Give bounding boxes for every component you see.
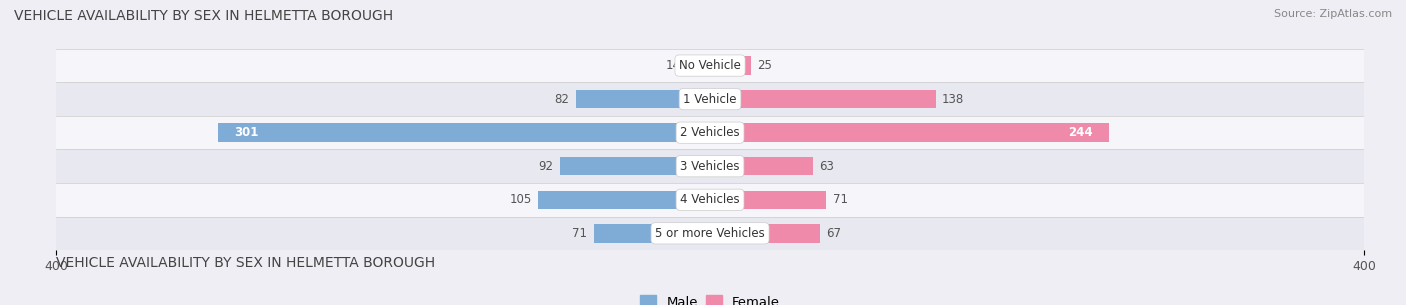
Bar — [576, 90, 710, 108]
Text: Source: ZipAtlas.com: Source: ZipAtlas.com — [1274, 9, 1392, 19]
Text: 2 Vehicles: 2 Vehicles — [681, 126, 740, 139]
Bar — [56, 116, 1364, 149]
Text: 67: 67 — [827, 227, 841, 240]
Bar — [56, 183, 1364, 217]
Bar — [710, 124, 1109, 142]
Text: 301: 301 — [235, 126, 259, 139]
Text: 63: 63 — [820, 160, 834, 173]
Text: 14: 14 — [665, 59, 681, 72]
Text: 4 Vehicles: 4 Vehicles — [681, 193, 740, 206]
Text: 1 Vehicle: 1 Vehicle — [683, 93, 737, 106]
Text: 3 Vehicles: 3 Vehicles — [681, 160, 740, 173]
Bar — [218, 124, 710, 142]
Bar — [560, 157, 710, 175]
Text: 25: 25 — [758, 59, 772, 72]
Text: 138: 138 — [942, 93, 965, 106]
Text: 105: 105 — [509, 193, 531, 206]
Bar — [688, 56, 710, 75]
Text: 5 or more Vehicles: 5 or more Vehicles — [655, 227, 765, 240]
Text: 71: 71 — [832, 193, 848, 206]
Bar — [56, 49, 1364, 82]
Bar — [710, 90, 935, 108]
Text: 82: 82 — [554, 93, 569, 106]
Bar — [593, 224, 710, 242]
Text: VEHICLE AVAILABILITY BY SEX IN HELMETTA BOROUGH: VEHICLE AVAILABILITY BY SEX IN HELMETTA … — [14, 9, 394, 23]
Bar — [710, 157, 813, 175]
Bar — [710, 56, 751, 75]
Text: No Vehicle: No Vehicle — [679, 59, 741, 72]
Text: 244: 244 — [1069, 126, 1092, 139]
Bar — [56, 149, 1364, 183]
Bar — [56, 82, 1364, 116]
Text: 92: 92 — [538, 160, 553, 173]
Bar — [710, 224, 820, 242]
Text: 71: 71 — [572, 227, 588, 240]
Text: VEHICLE AVAILABILITY BY SEX IN HELMETTA BOROUGH: VEHICLE AVAILABILITY BY SEX IN HELMETTA … — [56, 256, 436, 270]
Bar — [538, 191, 710, 209]
Bar — [56, 217, 1364, 250]
Legend: Male, Female: Male, Female — [634, 290, 786, 305]
Bar — [710, 191, 827, 209]
